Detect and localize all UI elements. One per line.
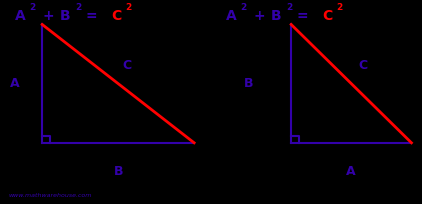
Text: 2: 2 [126, 3, 132, 12]
Text: C: C [322, 9, 332, 23]
Text: +: + [42, 9, 54, 23]
Text: C: C [111, 9, 121, 23]
Text: C: C [122, 59, 131, 72]
Text: A: A [226, 9, 236, 23]
Text: A: A [346, 165, 355, 178]
Text: B: B [244, 77, 254, 90]
Text: =: = [86, 9, 97, 23]
Text: 2: 2 [337, 3, 343, 12]
Text: B: B [271, 9, 282, 23]
Text: B: B [60, 9, 71, 23]
Text: B: B [114, 165, 123, 178]
Text: =: = [297, 9, 308, 23]
Text: C: C [358, 59, 368, 72]
Text: A: A [10, 77, 19, 90]
Text: www.mathwarehouse.com: www.mathwarehouse.com [8, 193, 92, 198]
Text: A: A [15, 9, 25, 23]
Text: +: + [253, 9, 265, 23]
Text: 2: 2 [75, 3, 81, 12]
Text: 2: 2 [30, 3, 36, 12]
Text: 2: 2 [286, 3, 292, 12]
Text: 2: 2 [241, 3, 247, 12]
